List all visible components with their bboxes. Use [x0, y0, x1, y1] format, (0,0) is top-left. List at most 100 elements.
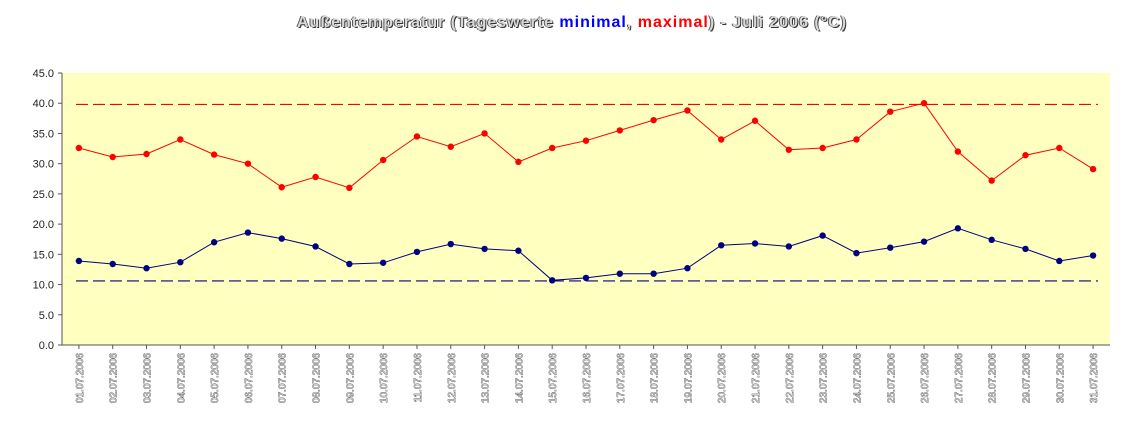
- data-point-minimal: [582, 274, 590, 282]
- data-point-maximal: [1089, 165, 1097, 173]
- y-tick-label: 5.0: [39, 310, 54, 322]
- data-point-maximal: [379, 156, 387, 164]
- x-tick-label: 23.07.2006: [819, 353, 830, 403]
- x-tick-label: 15.07.2006: [548, 353, 559, 403]
- data-point-maximal: [1022, 152, 1029, 159]
- y-tick-label: 35.0: [33, 128, 54, 140]
- x-tick-label: 22.07.2006: [785, 353, 796, 403]
- y-tick-label: 45.0: [33, 68, 54, 80]
- x-tick-label: 09.07.2006: [345, 353, 356, 403]
- data-point-maximal: [312, 173, 319, 181]
- data-point-minimal: [548, 277, 556, 284]
- data-point-minimal: [143, 265, 150, 272]
- x-tick-label: 28.07.2006: [988, 353, 999, 403]
- title-maximal: maximal: [637, 14, 709, 31]
- data-point-maximal: [684, 107, 691, 114]
- data-point-minimal: [684, 265, 691, 272]
- data-point-maximal: [75, 144, 83, 152]
- x-tick-label: 12.07.2006: [447, 353, 458, 403]
- x-tick-label: 25.07.2006: [886, 353, 897, 403]
- title-prefix: Außentemperatur (Tageswerte: [296, 14, 560, 31]
- data-point-minimal: [244, 229, 252, 236]
- data-point-minimal: [751, 240, 759, 247]
- data-point-maximal: [853, 136, 860, 143]
- data-point-minimal: [887, 244, 894, 251]
- x-tick-label: 19.07.2006: [683, 353, 694, 403]
- x-tick-label: 08.07.2006: [312, 353, 323, 403]
- x-tick-label: 05.07.2006: [210, 353, 221, 403]
- data-point-minimal: [785, 243, 793, 250]
- data-point-minimal: [481, 245, 488, 253]
- data-point-maximal: [447, 143, 454, 150]
- title-separator: ,: [626, 14, 638, 31]
- data-point-minimal: [1022, 245, 1029, 253]
- y-tick-label: 25.0: [33, 189, 54, 201]
- data-point-maximal: [954, 148, 962, 155]
- data-point-minimal: [819, 232, 826, 239]
- data-point-minimal: [718, 242, 725, 249]
- data-point-maximal: [515, 158, 522, 166]
- data-point-minimal: [379, 259, 387, 266]
- data-point-maximal: [244, 160, 252, 167]
- data-point-maximal: [616, 127, 624, 134]
- data-point-minimal: [616, 270, 624, 277]
- data-point-minimal: [346, 260, 353, 268]
- data-point-minimal: [1056, 257, 1063, 265]
- y-tick-label: 30.0: [33, 159, 54, 171]
- data-point-maximal: [582, 137, 590, 144]
- x-tick-label: 04.07.2006: [176, 353, 187, 403]
- data-point-minimal: [515, 247, 522, 254]
- data-point-minimal: [413, 248, 421, 256]
- y-tick-label: 40.0: [33, 98, 54, 110]
- x-tick-label: 10.07.2006: [379, 353, 390, 403]
- x-tick-label: 26.07.2006: [920, 353, 931, 403]
- data-point-minimal: [210, 239, 218, 246]
- x-tick-label: 29.07.2006: [1021, 353, 1032, 403]
- data-point-minimal: [109, 260, 116, 268]
- data-point-maximal: [1056, 144, 1063, 152]
- chart-title: Außentemperatur (Tageswerte minimal, max…: [0, 14, 1144, 32]
- x-tick-label: 11.07.2006: [413, 353, 424, 403]
- x-tick-label: 06.07.2006: [244, 353, 255, 403]
- y-axis: 0.0 5.0 10.0 15.0 20.0 25.0 30.0 35.0 40.0 45.0: [33, 68, 63, 352]
- x-tick-label: 21.07.2006: [751, 353, 762, 403]
- x-tick-label: 13.07.2006: [481, 353, 492, 403]
- y-tick-label: 0.0: [39, 340, 54, 352]
- x-tick-label: 07.07.2006: [278, 353, 289, 403]
- series-maximal: [75, 100, 1097, 192]
- data-point-maximal: [548, 144, 556, 152]
- x-tick-label: 14.07.2006: [514, 353, 525, 403]
- plot-area: [62, 73, 1110, 345]
- title-minimal: minimal: [559, 14, 627, 31]
- data-point-minimal: [1089, 252, 1097, 259]
- data-point-minimal: [954, 225, 962, 232]
- x-axis: 01.07.2006 02.07.2006 03.07.2006 04.07.2006…: [62, 344, 1110, 403]
- y-tick-label: 10.0: [33, 280, 54, 292]
- x-tick-label: 18.07.2006: [650, 353, 661, 403]
- data-point-maximal: [278, 184, 285, 191]
- data-point-maximal: [988, 177, 995, 184]
- data-point-minimal: [312, 243, 319, 250]
- x-tick-label: 03.07.2006: [143, 353, 154, 403]
- data-point-maximal: [143, 150, 150, 158]
- series-minimal: [75, 225, 1097, 284]
- x-tick-label: 02.07.2006: [109, 353, 120, 403]
- data-point-minimal: [447, 240, 454, 248]
- data-point-maximal: [109, 153, 116, 161]
- data-point-minimal: [853, 249, 860, 257]
- data-point-maximal: [785, 146, 793, 153]
- data-point-maximal: [413, 133, 421, 140]
- data-point-maximal: [887, 108, 894, 115]
- title-suffix: ) - Juli 2006 (°C): [708, 14, 848, 31]
- y-tick-label: 15.0: [33, 249, 54, 261]
- x-tick-label: 16.07.2006: [582, 353, 593, 403]
- data-point-maximal: [650, 116, 657, 124]
- y-tick-label: 20.0: [33, 219, 54, 231]
- data-point-minimal: [177, 258, 184, 266]
- x-tick-label: 24.07.2006: [852, 353, 863, 403]
- data-point-maximal: [718, 136, 725, 143]
- series-layer: [75, 100, 1097, 284]
- x-tick-label: 01.07.2006: [75, 353, 86, 403]
- data-point-minimal: [988, 236, 995, 244]
